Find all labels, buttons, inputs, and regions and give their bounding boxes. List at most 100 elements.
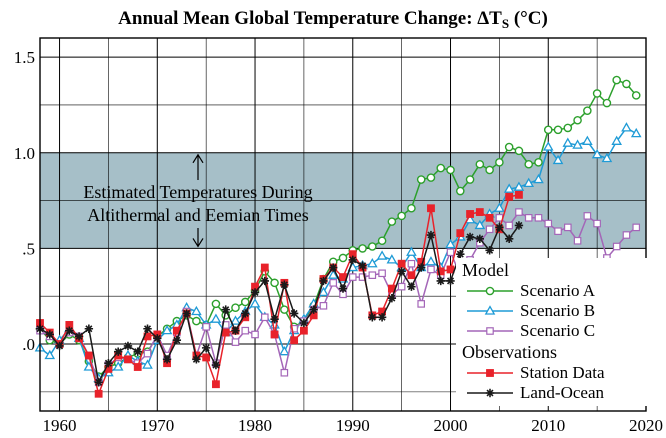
data-point-station-data	[84, 351, 93, 360]
data-point-station-data	[212, 380, 220, 389]
data-point-scenario-a	[534, 158, 543, 167]
data-point-scenario-b	[474, 219, 486, 230]
data-point-land-ocean	[504, 234, 514, 244]
data-point-scenario-b	[630, 127, 642, 138]
data-point-station-data	[427, 204, 435, 213]
data-point-land-ocean	[436, 276, 445, 286]
data-point-land-ocean	[270, 314, 279, 324]
data-point-scenario-b	[513, 181, 525, 191]
data-point-scenario-b	[191, 305, 202, 316]
data-point-scenario-b	[142, 359, 153, 369]
data-point-land-ocean	[309, 305, 318, 314]
data-point-scenario-b	[112, 361, 124, 371]
data-point-land-ocean	[250, 288, 260, 297]
data-point-station-data	[124, 355, 132, 364]
legend-label-scenario-b: Scenario B	[520, 301, 595, 320]
data-point-scenario-b	[327, 269, 339, 279]
data-point-scenario-a	[358, 244, 367, 253]
data-point-scenario-b	[562, 137, 574, 147]
data-point-land-ocean	[280, 280, 289, 289]
data-point-scenario-b	[210, 313, 222, 323]
x-tick-label: 2000	[434, 416, 468, 435]
data-point-scenario-a	[563, 123, 573, 133]
data-point-station-data	[466, 210, 474, 218]
data-point-land-ocean	[456, 249, 465, 259]
legend-marker-land-ocean	[485, 388, 495, 398]
data-point-land-ocean	[446, 276, 455, 286]
data-point-land-ocean	[104, 358, 113, 368]
data-point-scenario-b	[601, 152, 613, 163]
data-point-scenario-a	[485, 165, 494, 175]
data-point-scenario-c	[358, 273, 367, 281]
data-point-land-ocean	[416, 263, 426, 272]
data-point-scenario-b	[230, 315, 241, 325]
band-range-arrow	[192, 153, 204, 248]
data-point-land-ocean	[514, 221, 524, 230]
data-point-land-ocean	[172, 336, 182, 345]
data-point-land-ocean	[495, 223, 504, 232]
data-point-scenario-c	[583, 212, 592, 220]
data-point-scenario-c	[427, 265, 435, 274]
data-point-station-data	[407, 271, 416, 280]
data-point-land-ocean	[201, 343, 211, 353]
data-point-scenario-a	[426, 173, 436, 182]
data-point-scenario-c	[632, 223, 641, 232]
data-point-land-ocean	[45, 330, 54, 339]
data-point-land-ocean	[387, 293, 397, 303]
data-point-land-ocean	[182, 309, 191, 318]
data-point-scenario-c	[612, 242, 621, 251]
data-point-station-data	[436, 267, 445, 276]
data-point-scenario-b	[318, 286, 329, 297]
data-point-station-data	[94, 389, 103, 398]
data-point-scenario-b	[572, 139, 583, 149]
data-point-scenario-b	[523, 177, 535, 188]
data-point-scenario-c	[261, 313, 269, 322]
data-point-station-data	[505, 192, 514, 201]
data-point-scenario-a	[553, 125, 563, 135]
data-point-scenario-c	[202, 323, 210, 331]
legend-label-scenario-c: Scenario C	[520, 321, 595, 340]
data-point-land-ocean	[192, 355, 201, 364]
data-point-scenario-b	[591, 148, 603, 159]
axis-layer: 1960 1970 1980 1990 2000 2010 2020 1.5 1.0 .5 .0	[14, 37, 663, 435]
data-point-scenario-c	[544, 219, 553, 228]
data-point-scenario-b	[249, 298, 261, 308]
data-point-land-ocean	[485, 246, 494, 255]
legend-observations-header: Observations	[462, 342, 557, 362]
data-point-scenario-b	[611, 135, 622, 145]
data-point-scenario-b	[44, 349, 56, 360]
series-layer	[34, 75, 642, 398]
data-point-land-ocean	[465, 232, 475, 242]
data-point-scenario-b	[376, 250, 388, 260]
data-point-scenario-a	[446, 165, 455, 175]
data-point-scenario-c	[241, 326, 250, 335]
data-point-land-ocean	[377, 313, 387, 322]
data-point-land-ocean	[113, 347, 123, 356]
x-tick-label: 1980	[238, 416, 272, 435]
data-point-land-ocean	[133, 347, 142, 356]
data-point-scenario-c	[368, 271, 377, 279]
data-point-scenario-a	[475, 159, 485, 169]
data-point-scenario-b	[552, 154, 564, 165]
data-point-land-ocean	[94, 378, 103, 387]
data-point-land-ocean	[123, 341, 133, 351]
data-point-scenario-a	[240, 297, 250, 307]
data-point-station-data	[475, 208, 484, 216]
data-point-scenario-c	[485, 225, 494, 234]
band-annotation: Estimated Temperatures During Altitherma…	[83, 182, 312, 225]
data-point-scenario-a	[543, 125, 553, 135]
data-point-scenario-c	[348, 273, 357, 281]
data-point-scenario-b	[386, 254, 398, 264]
data-point-scenario-b	[542, 141, 554, 151]
data-point-scenario-b	[621, 122, 632, 132]
band-label-line1: Estimated Temperatures During	[83, 182, 312, 202]
data-point-scenario-c	[143, 349, 152, 358]
data-point-scenario-c	[378, 269, 386, 278]
data-point-scenario-a	[602, 98, 612, 108]
data-point-land-ocean	[397, 267, 406, 276]
data-point-scenario-c	[417, 300, 425, 308]
data-point-station-data	[221, 328, 230, 337]
data-point-scenario-c	[554, 227, 562, 235]
